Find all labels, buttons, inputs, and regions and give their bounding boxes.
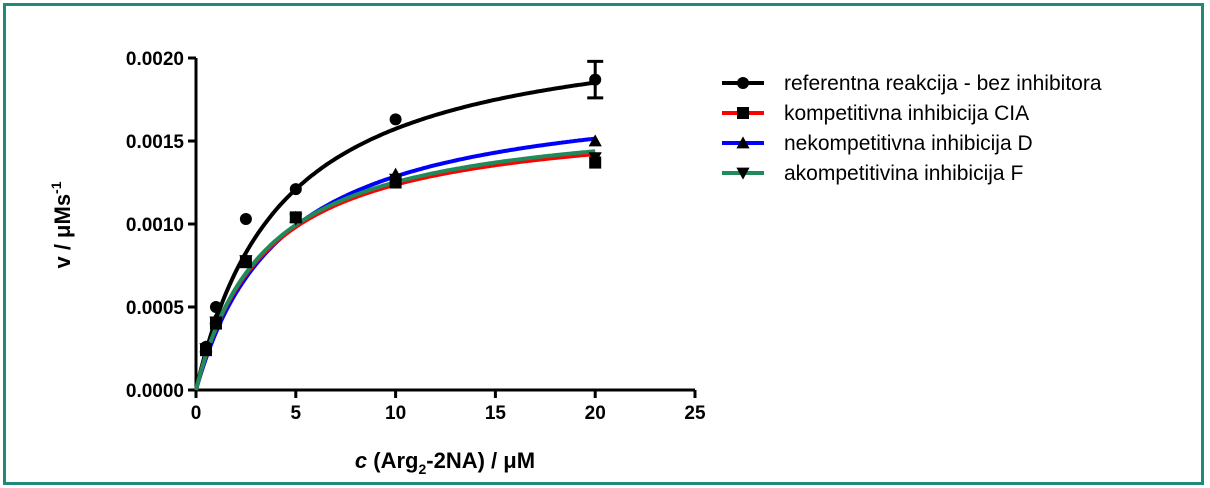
fit-curves [194, 80, 596, 391]
legend: referentna reakcija - bez inhibitora komp… [722, 72, 1102, 185]
legend-label: referentna reakcija - bez inhibitora [784, 72, 1102, 95]
axes: 0.0000 0.0005 0.0010 0.0015 0.0020 0 5 10 15 20 25 [126, 49, 706, 424]
data-point [239, 255, 253, 268]
data-points [199, 59, 604, 357]
x-tick-label: 0 [191, 403, 202, 424]
y-tick-label: 0.0000 [126, 381, 184, 402]
fit-curve [194, 152, 596, 391]
chart-frame [3, 3, 1204, 485]
data-point [209, 301, 222, 313]
legend-swatch-marker [736, 167, 750, 180]
data-point [209, 316, 223, 329]
data-point [239, 213, 252, 226]
x-axis-label: c (Arg2-2NA) / μM [355, 448, 535, 477]
x-tick-label: 5 [291, 403, 302, 424]
data-point [589, 73, 602, 86]
legend-label: akompetitivina inhibicija F [784, 162, 1023, 185]
x-tick-label: 15 [485, 403, 507, 424]
data-point [588, 134, 602, 147]
legend-label: nekompetitivna inhibicija D [784, 132, 1033, 155]
legend-label: kompetitivna inhibicija CIA [784, 102, 1029, 125]
legend-swatch-marker [736, 136, 750, 149]
y-axis-label: v / μMs-1 [48, 181, 75, 268]
legend-swatch-marker [737, 107, 749, 119]
y-tick-label: 0.0005 [126, 298, 185, 319]
y-tick-label: 0.0010 [126, 215, 184, 236]
data-point [289, 213, 303, 226]
x-tick-label: 20 [585, 403, 606, 424]
legend-swatch-marker [737, 77, 749, 89]
data-point [389, 113, 402, 126]
data-point [588, 152, 602, 165]
y-tick-label: 0.0015 [126, 132, 185, 153]
data-point [199, 343, 213, 356]
data-point [389, 173, 403, 186]
y-tick-label: 0.0020 [126, 49, 184, 70]
fit-curve [194, 80, 596, 391]
data-point [289, 183, 302, 196]
x-tick-label: 25 [684, 403, 706, 424]
x-tick-label: 10 [385, 403, 406, 424]
